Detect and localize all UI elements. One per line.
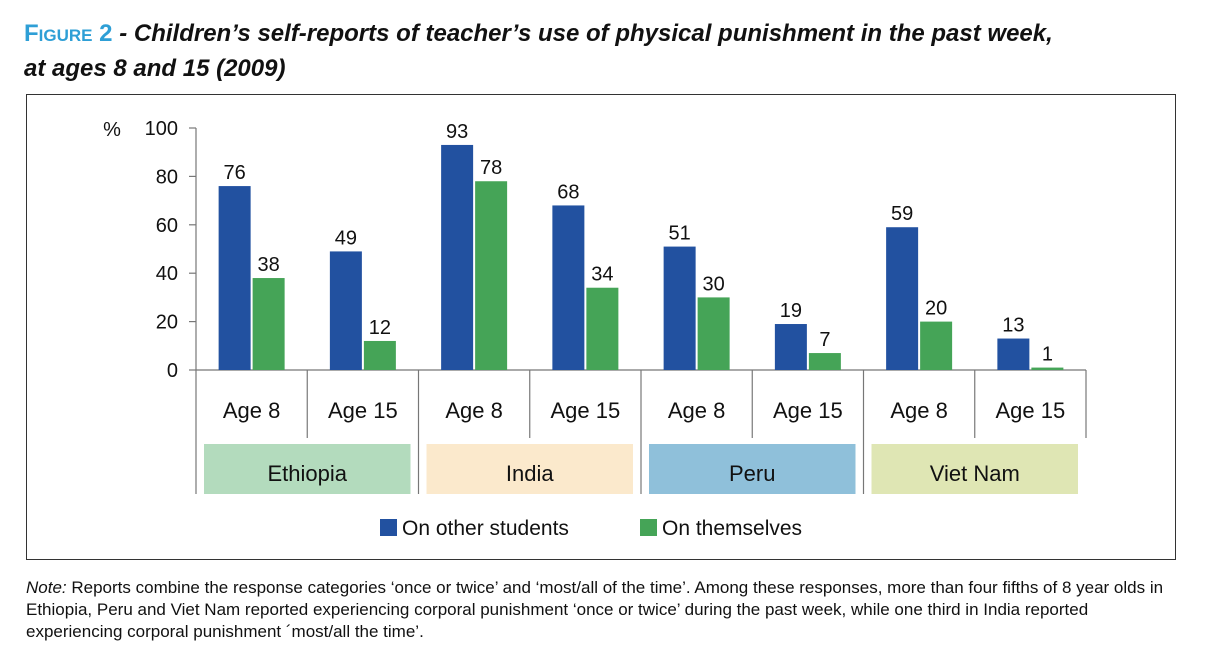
note-text: Reports combine the response categories … [26,578,1164,641]
data-label: 19 [780,300,802,322]
y-tick-label: 100 [145,118,178,140]
y-tick-label: 40 [156,263,178,285]
bar [475,181,508,370]
group-band [649,444,856,494]
x-tick-label: Age 8 [223,398,281,423]
data-label: 1 [1042,344,1053,366]
bars: 76 38 49 12 93 78 68 34 51 30 19 7 59 20 13 1 [218,121,1064,370]
data-label: 7 [819,329,830,351]
data-label: 30 [703,273,725,295]
note-prefix: Note: [26,578,67,597]
group-label: Ethiopia [267,461,347,486]
y-tick-label: 20 [156,312,178,334]
legend-swatch [640,519,657,536]
bar [1031,367,1064,370]
group-label: India [506,461,554,486]
data-label: 20 [925,298,947,320]
data-label: 76 [224,162,246,184]
figure-title-line2: at ages 8 and 15 (2009) [24,55,286,82]
bar [920,321,953,370]
bar [441,144,474,370]
bar [774,324,807,370]
bar [329,251,362,370]
data-label: 59 [891,203,913,225]
data-label: 34 [591,264,613,286]
data-label: 13 [1002,315,1024,337]
y-tick-label: 60 [156,215,178,237]
group-label: Peru [729,461,775,486]
group-label: Viet Nam [930,461,1020,486]
data-label: 68 [557,181,579,203]
x-tick-label: Age 15 [328,398,398,423]
x-tick-label: Age 15 [773,398,843,423]
bar [663,246,696,370]
data-label: 93 [446,121,468,143]
group-band [871,444,1078,494]
data-label: 38 [258,254,280,276]
x-tick-label: Age 8 [890,398,948,423]
bar [997,338,1030,370]
data-label: 49 [335,227,357,249]
x-tick-label: Age 8 [668,398,726,423]
x-tick-label: Age 8 [445,398,503,423]
bar [552,205,585,370]
data-label: 51 [669,223,691,245]
x-tick-label: Age 15 [996,398,1066,423]
group-band [204,444,411,494]
figure-label: Figure 2 [24,20,113,47]
chart-frame [26,94,1176,560]
data-label: 12 [369,317,391,339]
figure-title: Figure 2 - Children’s self-reports of te… [24,16,1184,86]
legend-label: On themselves [662,517,802,540]
group-band [426,444,633,494]
bar [252,278,285,370]
figure-title-line1: - Children’s self-reports of teacher’s u… [119,20,1053,47]
legend: On other students On themselves [380,517,802,540]
figure-note: Note: Reports combine the response categ… [26,577,1186,643]
y-tick-label: 0 [167,360,178,382]
legend-swatch [380,519,397,536]
legend-label: On other students [402,517,569,540]
country-groups: Ethiopia India Peru Viet Nam [204,444,1078,494]
x-axis-labels: Age 8 Age 15 Age 8 Age 15 Age 8 Age 15 Age 8 Ag… [223,398,1065,423]
x-tick-label: Age 15 [551,398,621,423]
bar [697,297,730,370]
bar [808,353,841,370]
bar [586,287,619,370]
bar [886,227,919,370]
y-tick-label: 80 [156,166,178,188]
y-axis-label: % [103,119,121,141]
bar [363,340,396,370]
data-label: 78 [480,157,502,179]
bar [218,186,251,370]
